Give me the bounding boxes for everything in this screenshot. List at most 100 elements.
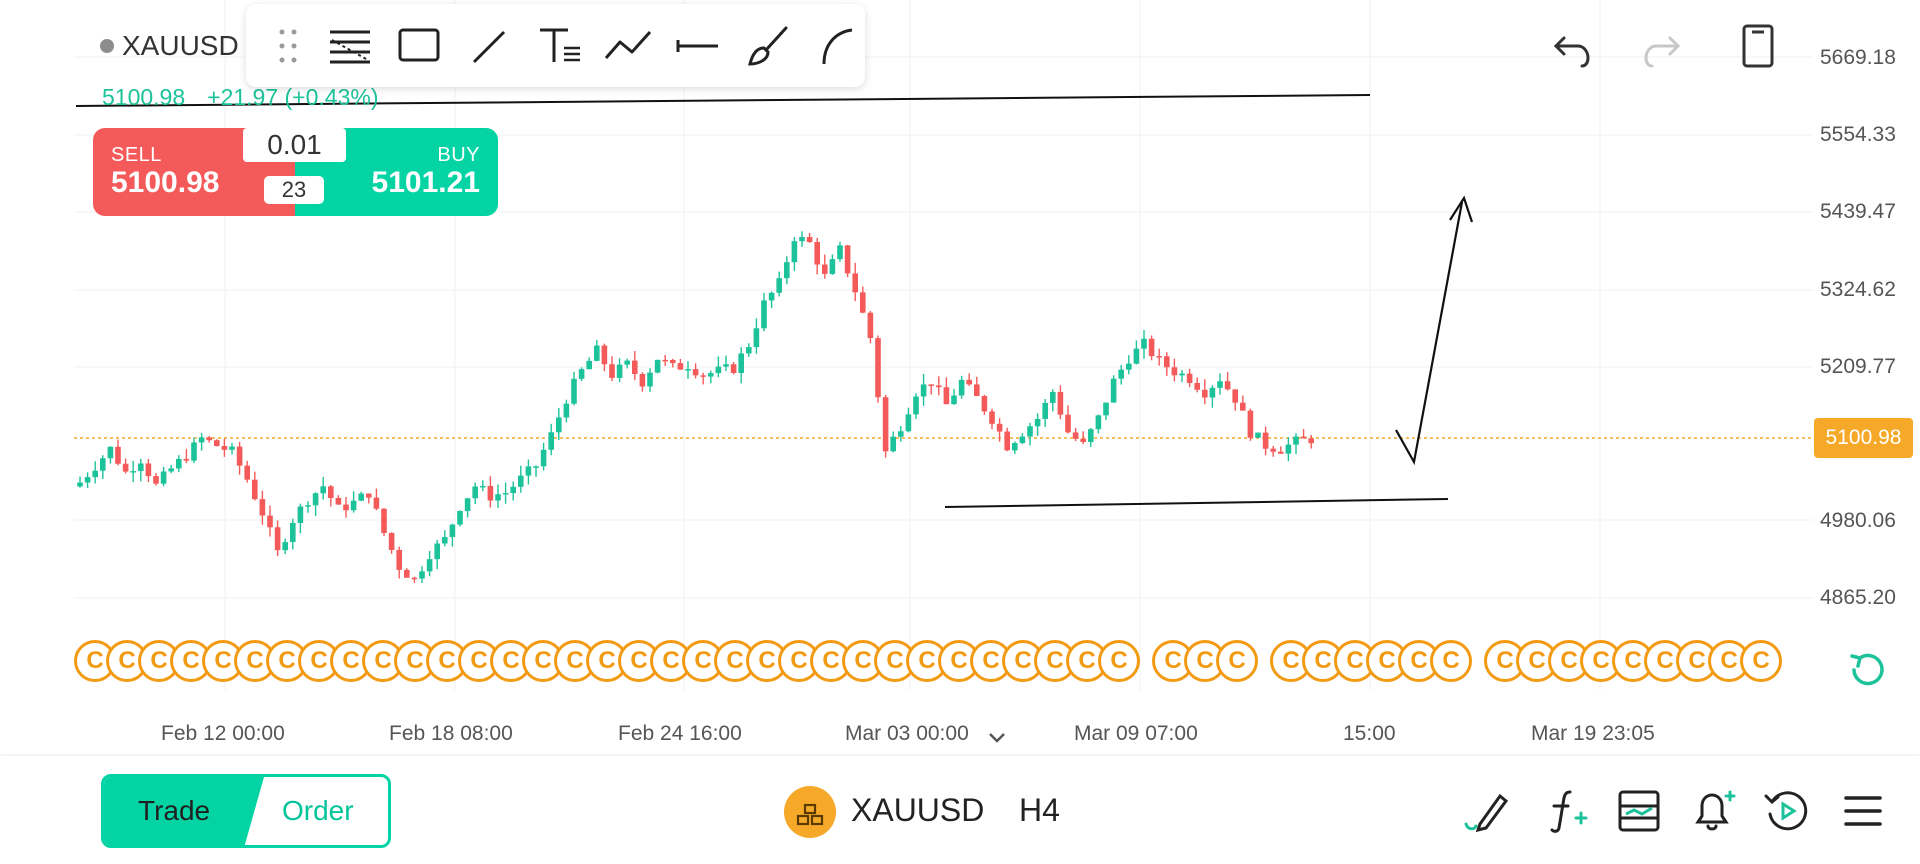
candle-up <box>518 475 524 487</box>
candle-down <box>730 364 737 373</box>
candle-up <box>419 571 425 579</box>
candle-up <box>130 471 136 473</box>
candle-down <box>677 363 684 370</box>
candle-down <box>153 476 159 484</box>
event-marker[interactable]: C <box>394 640 436 682</box>
buy-button[interactable]: BUY 5101.21 <box>295 128 498 216</box>
quick-trade-panel: SELL 5100.98 BUY 5101.21 <box>93 128 498 216</box>
candle-down <box>1278 451 1284 454</box>
candle-up <box>168 468 174 472</box>
candle-down <box>183 458 190 461</box>
symbol-header[interactable]: XAUUSD <box>100 30 239 62</box>
candle-up <box>449 524 456 538</box>
candle-down <box>875 338 881 398</box>
redo-icon[interactable] <box>1638 22 1686 70</box>
candle-up <box>791 241 798 263</box>
candle-up <box>502 493 509 495</box>
event-marker[interactable]: C <box>74 640 116 682</box>
candle-down <box>860 292 866 313</box>
candle-up <box>837 245 843 260</box>
candle-up <box>282 542 288 551</box>
event-marker[interactable]: C <box>170 640 212 682</box>
price-axis-label: 4980.06 <box>1820 509 1896 532</box>
candle-down <box>882 397 889 452</box>
event-marker[interactable]: C <box>810 640 852 682</box>
event-marker[interactable]: C <box>106 640 148 682</box>
rectangle-icon[interactable] <box>394 20 446 72</box>
candle-up <box>753 328 760 348</box>
layout-toggle-icon[interactable] <box>1734 22 1782 70</box>
tab-trade[interactable]: Trade <box>138 795 211 826</box>
event-marker[interactable]: C <box>426 640 468 682</box>
price-axis-label: 5439.47 <box>1820 200 1896 223</box>
event-marker[interactable]: C <box>906 640 948 682</box>
candle-down <box>852 273 858 293</box>
candle-down <box>1148 338 1155 357</box>
candle-up <box>191 442 197 461</box>
drag-handle-icon[interactable] <box>262 20 314 72</box>
lot-size-input[interactable]: 0.01 <box>243 128 346 162</box>
drawn-support-line <box>944 498 1449 508</box>
time-axis-label: Mar 19 23:05 <box>1531 722 1655 745</box>
candle-up <box>905 414 912 432</box>
undo-icon[interactable] <box>1548 22 1596 70</box>
candle-down <box>1232 389 1238 403</box>
candle-up <box>1034 418 1041 427</box>
polyline-icon[interactable] <box>602 20 654 72</box>
event-marker[interactable]: C <box>202 640 244 682</box>
candle-down <box>1164 356 1170 368</box>
candle-down <box>115 446 121 464</box>
candle-down <box>404 569 410 578</box>
candle-down <box>1186 373 1193 383</box>
price-chart[interactable] <box>0 0 1920 756</box>
menu-icon[interactable] <box>1836 784 1890 838</box>
candle-down <box>1194 382 1200 390</box>
arc-icon[interactable] <box>812 20 864 72</box>
text-tool-icon[interactable] <box>534 20 586 72</box>
candle-up <box>571 378 577 404</box>
candle-up <box>426 559 433 572</box>
fib-retracement-icon[interactable] <box>324 20 376 72</box>
spread-badge: 23 <box>264 176 324 204</box>
event-marker[interactable]: C <box>1708 640 1750 682</box>
bottom-symbol[interactable]: XAUUSD <box>851 792 985 828</box>
candle-up <box>685 369 691 371</box>
candle-up <box>616 364 623 378</box>
candle-up <box>958 379 965 396</box>
trend-line-icon[interactable] <box>464 20 516 72</box>
event-marker[interactable]: C <box>1216 640 1258 682</box>
segment-active-indicator <box>104 777 264 845</box>
drawing-tools-icon[interactable] <box>1460 784 1514 838</box>
tab-order[interactable]: Order <box>282 795 354 826</box>
templates-icon[interactable] <box>1612 784 1666 838</box>
drawn-horizontal-line <box>75 94 1371 107</box>
brush-icon[interactable] <box>742 20 794 72</box>
timeframe-selector[interactable]: H4 <box>1019 792 1060 828</box>
time-axis-label: 15:00 <box>1343 722 1396 745</box>
time-axis-label: Feb 24 16:00 <box>618 722 742 745</box>
event-marker[interactable]: C <box>1430 640 1472 682</box>
event-marker[interactable]: C <box>1740 640 1782 682</box>
candle-down <box>981 396 988 412</box>
candle-up <box>290 522 296 543</box>
candle-down <box>328 486 334 498</box>
candle-down <box>1065 414 1071 433</box>
event-marker[interactable]: C <box>1098 640 1140 682</box>
replay-icon[interactable] <box>1760 784 1814 838</box>
candle-up <box>540 449 547 467</box>
candle-down <box>989 411 995 424</box>
candle-up <box>434 543 440 560</box>
alert-bell-icon[interactable] <box>1686 784 1740 838</box>
horizontal-line-icon[interactable] <box>672 20 724 72</box>
indicators-icon[interactable] <box>1538 784 1592 838</box>
chevron-down-icon[interactable] <box>986 728 1008 748</box>
candle-up <box>1103 402 1109 416</box>
trade-order-switch[interactable]: Trade Order <box>101 774 391 848</box>
reset-chart-icon[interactable] <box>1844 646 1892 694</box>
candle-up <box>1217 381 1223 388</box>
candle-down <box>366 493 372 498</box>
price-change-row: 5100.98 +21.97 (+0.43%) <box>102 84 400 111</box>
candle-up <box>715 366 722 374</box>
event-marker[interactable]: C <box>586 640 628 682</box>
event-marker[interactable]: C <box>778 640 820 682</box>
